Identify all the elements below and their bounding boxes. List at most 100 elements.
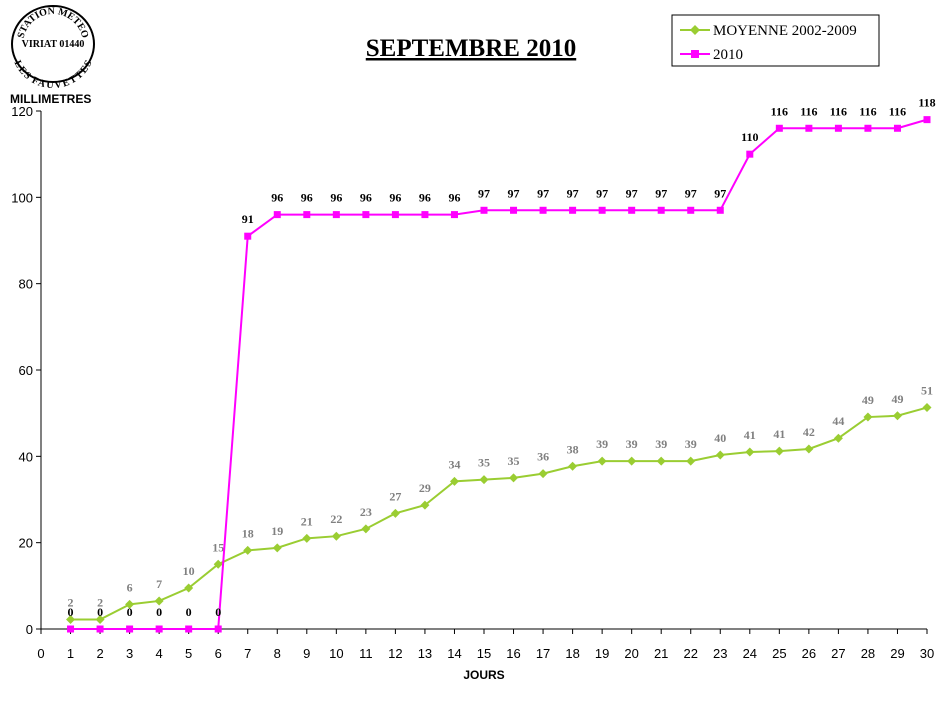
data-label: 97: [478, 186, 490, 200]
data-point: [597, 456, 607, 466]
legend-label-avg: MOYENNE 2002-2009: [713, 23, 857, 39]
data-label: 96: [271, 191, 283, 205]
data-point: [598, 206, 606, 214]
x-tick-label: 21: [654, 646, 668, 661]
data-label: 97: [685, 186, 697, 200]
data-label: 27: [389, 489, 401, 503]
data-point: [716, 206, 724, 214]
data-point: [214, 625, 222, 633]
data-point: [687, 206, 695, 214]
data-label: 10: [183, 564, 195, 578]
data-label: 18: [242, 526, 254, 540]
data-point: [480, 206, 488, 214]
stamp-bottom-text: LES FAUVETTES: [12, 58, 95, 91]
station-stamp: STATION METEO VIRIAT 01440 LES FAUVETTES: [11, 5, 95, 91]
x-tick-label: 20: [624, 646, 638, 661]
data-point: [303, 211, 311, 219]
data-label: 35: [478, 456, 490, 470]
x-tick-label: 30: [920, 646, 934, 661]
data-label: 39: [596, 437, 608, 451]
x-tick-label: 13: [418, 646, 432, 661]
data-point: [361, 524, 371, 534]
x-tick-label: 17: [536, 646, 550, 661]
data-point: [185, 625, 193, 633]
data-label: 96: [301, 191, 313, 205]
data-point: [66, 615, 76, 625]
data-label: 21: [301, 514, 313, 528]
data-point: [449, 476, 459, 486]
data-point: [421, 211, 429, 219]
x-tick-label: 2: [96, 646, 103, 661]
data-label: 118: [918, 96, 935, 110]
x-tick-label: 7: [244, 646, 251, 661]
data-label: 91: [242, 212, 254, 226]
data-point: [775, 124, 783, 132]
data-label: 39: [626, 437, 638, 451]
y-tick-label: 120: [11, 104, 33, 119]
data-label: 0: [127, 605, 133, 619]
x-tick-label: 8: [274, 646, 281, 661]
data-point: [657, 206, 665, 214]
data-point: [893, 124, 901, 132]
data-label: 2: [68, 596, 74, 610]
x-tick-label: 1: [67, 646, 74, 661]
x-tick-label: 6: [215, 646, 222, 661]
x-tick-label: 22: [683, 646, 697, 661]
data-point: [184, 583, 194, 593]
data-point: [834, 124, 842, 132]
data-label: 22: [330, 512, 342, 526]
data-label: 0: [68, 605, 74, 619]
data-label: 19: [271, 524, 283, 538]
data-label: 96: [419, 191, 431, 205]
data-label: 96: [389, 191, 401, 205]
x-tick-label: 5: [185, 646, 192, 661]
data-point: [479, 475, 489, 485]
data-point: [745, 447, 755, 457]
data-label: 6: [127, 580, 133, 594]
x-tick-label: 16: [506, 646, 520, 661]
data-label: 15: [212, 540, 224, 554]
chart-title: SEPTEMBRE 2010: [366, 35, 576, 62]
data-point: [450, 211, 458, 219]
data-label: 41: [773, 427, 785, 441]
x-tick-label: 10: [329, 646, 343, 661]
series-line: [70, 406, 928, 621]
data-label: 51: [921, 384, 933, 398]
data-label: 96: [330, 191, 342, 205]
data-point: [804, 444, 814, 454]
legend-label-2010: 2010: [713, 47, 743, 63]
data-point: [892, 411, 902, 421]
x-tick-label: 4: [156, 646, 163, 661]
data-point: [155, 625, 163, 633]
data-label: 97: [537, 186, 549, 200]
data-point: [863, 412, 873, 422]
data-label: 0: [186, 605, 192, 619]
data-label: 0: [215, 605, 221, 619]
y-tick-label: 80: [19, 277, 33, 292]
series-2010: 0 0 0 0 0 0 91 96 96 96 96 96 96 96 97 97 97 97 97 97 97 97 97…: [67, 96, 936, 633]
x-axis-label: JOURS: [463, 668, 504, 682]
data-label: 97: [626, 186, 638, 200]
data-label: 116: [889, 104, 906, 118]
data-point: [627, 456, 637, 466]
x-tick-label: 14: [447, 646, 461, 661]
data-point: [922, 403, 932, 413]
legend-marker-2010: [691, 50, 699, 58]
data-label: 96: [448, 191, 460, 205]
data-point: [569, 206, 577, 214]
data-label: 0: [97, 605, 103, 619]
stamp-outline: [11, 5, 95, 83]
y-tick-label: 0: [26, 622, 33, 637]
data-point: [805, 124, 813, 132]
data-label: 44: [832, 414, 844, 428]
x-tick-label: 12: [388, 646, 402, 661]
data-label: 23: [360, 505, 372, 519]
data-point: [420, 500, 430, 510]
data-point: [774, 446, 784, 456]
data-label: 116: [800, 104, 817, 118]
data-point: [95, 615, 105, 625]
data-point: [390, 508, 400, 518]
data-label: 96: [360, 191, 372, 205]
